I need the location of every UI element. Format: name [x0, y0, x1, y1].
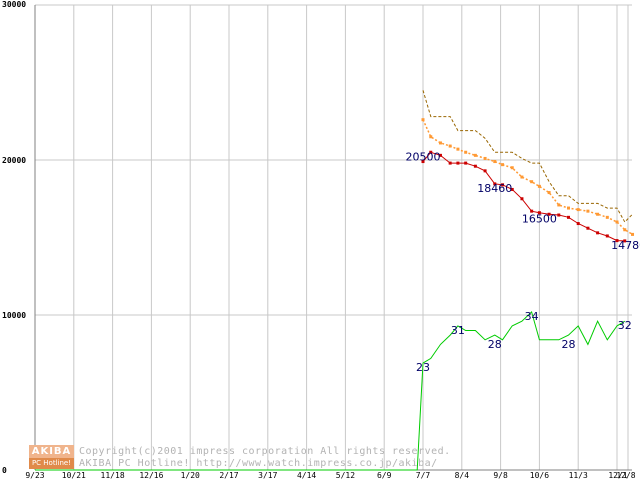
- point-avg-price: [547, 191, 551, 195]
- data-label: 31: [451, 324, 465, 337]
- point-avg-price: [438, 141, 442, 145]
- x-tick-label: 2/17: [219, 471, 238, 480]
- point-min-price: [605, 234, 609, 238]
- point-min-price: [421, 160, 425, 164]
- x-tick-label: 11/18: [101, 471, 125, 480]
- x-tick-label: 1/20: [181, 471, 200, 480]
- x-tick-label: 11/3: [569, 471, 588, 480]
- point-min-price: [473, 164, 477, 168]
- point-avg-price: [615, 220, 619, 224]
- point-min-price: [623, 239, 627, 243]
- x-tick-label: 9/23: [25, 471, 44, 480]
- x-tick-label: 7/7: [416, 471, 431, 480]
- series-max-price: [422, 90, 633, 223]
- y-tick-label: 30000: [2, 0, 26, 9]
- point-avg-price: [483, 156, 487, 160]
- point-avg-price: [501, 163, 505, 167]
- point-min-price: [520, 197, 524, 201]
- point-min-price: [438, 153, 442, 157]
- grid: [35, 4, 632, 470]
- point-min-price: [547, 212, 551, 216]
- point-avg-price: [586, 209, 590, 213]
- point-min-price: [493, 182, 497, 186]
- x-tick-label: 12/16: [139, 471, 163, 480]
- x-tick-label: 12/1: [608, 471, 627, 480]
- data-label: 16500: [522, 212, 557, 225]
- data-label: 32: [618, 319, 632, 332]
- x-tick-label: 4/14: [297, 471, 316, 480]
- axes: [34, 5, 632, 471]
- data-label: 28: [488, 338, 502, 351]
- data-label: 34: [525, 310, 539, 323]
- point-avg-price: [493, 160, 497, 164]
- point-avg-price: [429, 135, 433, 139]
- point-avg-price: [456, 147, 460, 151]
- point-min-price: [483, 169, 487, 173]
- point-avg-price: [576, 208, 580, 212]
- x-tick-label: 8/4: [455, 471, 470, 480]
- point-min-price: [429, 150, 433, 154]
- x-tick-labels: 9/23 10/21 11/18 12/16 1/20 2/17 3/17 4/14 5/12 6…: [25, 471, 635, 480]
- point-avg-price: [464, 150, 468, 154]
- data-label: 20500: [406, 150, 441, 163]
- data-label: 23: [416, 361, 430, 374]
- point-min-price: [456, 161, 460, 165]
- point-avg-price: [473, 153, 477, 157]
- point-min-price: [510, 187, 514, 191]
- point-avg-price: [631, 232, 635, 236]
- x-tick-label: 9/8: [493, 471, 508, 480]
- y-tick-label: 10000: [2, 311, 26, 320]
- point-avg-price: [510, 166, 514, 170]
- point-avg-price: [557, 203, 561, 207]
- y-tick-label: 0: [2, 466, 7, 475]
- akiba-logo: AKIBA PC Hotline!: [29, 445, 74, 469]
- point-avg-price: [567, 206, 570, 210]
- point-avg-price: [530, 180, 534, 184]
- point-avg-price: [537, 184, 541, 188]
- data-label: 18460: [477, 182, 512, 195]
- y-tick-label: 20000: [2, 156, 26, 165]
- series-shop-count: [35, 310, 626, 471]
- series-lines: [35, 90, 635, 471]
- point-min-price: [596, 231, 600, 235]
- point-min-price: [557, 213, 561, 217]
- point-min-price: [576, 222, 580, 226]
- x-tick-label: 10/6: [530, 471, 549, 480]
- x-tick-label: 3/17: [258, 471, 277, 480]
- point-avg-price: [421, 118, 425, 122]
- point-avg-price: [623, 228, 627, 232]
- copyright-line: Copyright(c)2001 impress corporation All…: [79, 446, 451, 457]
- logo-top: AKIBA: [29, 445, 74, 458]
- point-avg-price: [520, 175, 524, 179]
- point-min-price: [464, 161, 468, 165]
- point-min-price: [448, 161, 452, 165]
- point-min-price: [586, 226, 590, 230]
- x-tick-label: 6/9: [377, 471, 392, 480]
- x-tick-label: 12/8: [616, 471, 635, 480]
- x-tick-label: 5/12: [336, 471, 355, 480]
- point-min-price: [537, 211, 541, 215]
- point-min-price: [567, 215, 570, 219]
- data-label: 28: [562, 338, 576, 351]
- data-labels: 20500 18460 16500 14780 23 31 28 34 28 32: [406, 150, 640, 374]
- y-tick-labels: 30000 20000 10000 0: [2, 0, 26, 475]
- data-label: 14780: [611, 239, 640, 252]
- x-tick-label: 10/21: [62, 471, 86, 480]
- logo-bottom: PC Hotline!: [29, 458, 74, 469]
- series-min-price: [422, 151, 625, 242]
- site-url-line: AKIBA PC Hotline! http://www.watch.impre…: [79, 458, 438, 469]
- point-min-price: [501, 183, 505, 187]
- point-avg-price: [605, 215, 609, 219]
- point-avg-price: [448, 144, 452, 148]
- point-avg-price: [596, 212, 600, 216]
- point-min-price: [530, 209, 534, 213]
- series-avg-price: [422, 119, 633, 236]
- point-min-price: [615, 239, 619, 243]
